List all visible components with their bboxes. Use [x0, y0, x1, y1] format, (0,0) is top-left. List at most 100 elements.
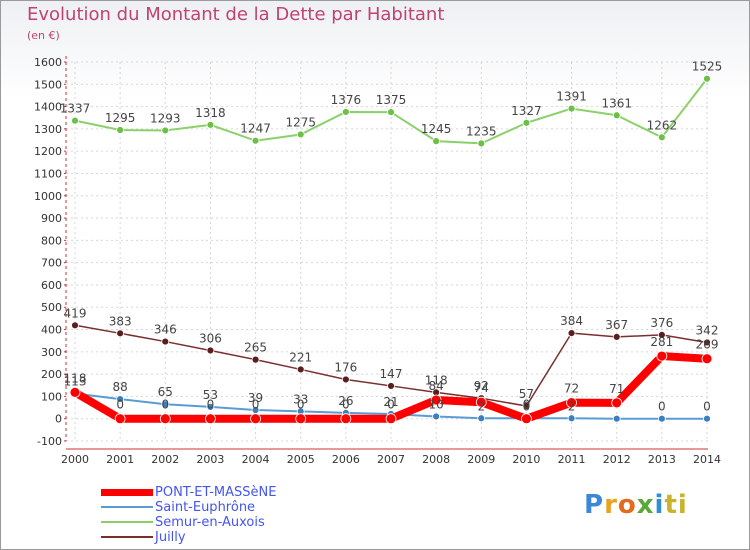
- data-label: 1262: [647, 118, 678, 132]
- data-label: 88: [113, 380, 128, 394]
- data-label: 2: [568, 399, 576, 413]
- x-tick-label: 2005: [287, 453, 315, 466]
- y-tick-label: 1300: [34, 123, 62, 136]
- data-point-saint-euphrone: [612, 414, 621, 423]
- data-label: 1327: [511, 104, 542, 118]
- data-label: 176: [334, 360, 357, 374]
- data-label: 71: [609, 382, 624, 396]
- data-point-juilly: [251, 355, 260, 364]
- data-point-semur-en-auxois: [71, 116, 79, 125]
- data-point-saint-euphrone: [206, 402, 215, 411]
- data-point-juilly: [341, 375, 350, 384]
- data-label: 383: [109, 314, 132, 328]
- data-label: 367: [605, 318, 628, 332]
- proxiti-logo: Proxiti: [584, 490, 688, 520]
- data-point-semur-en-auxois: [161, 126, 170, 135]
- legend-swatch: [101, 521, 153, 523]
- data-point-pont-et-massene: [611, 397, 623, 409]
- data-point-juilly: [657, 330, 666, 339]
- data-point-pont-et-massene: [656, 350, 668, 362]
- data-point-semur-en-auxois: [432, 137, 441, 146]
- data-label: 92: [474, 379, 489, 393]
- y-tick-label: 400: [41, 324, 62, 337]
- data-point-semur-en-auxois: [296, 130, 305, 139]
- data-point-saint-euphrone: [432, 412, 441, 421]
- x-tick-label: 2004: [242, 453, 270, 466]
- x-tick-label: 2012: [603, 453, 631, 466]
- logo-letter: o: [617, 490, 637, 520]
- data-label: 1295: [105, 111, 136, 125]
- data-label: 1375: [376, 93, 407, 107]
- data-point-semur-en-auxois: [522, 118, 531, 127]
- data-label: 1376: [331, 93, 362, 107]
- data-point-saint-euphrone: [657, 414, 666, 423]
- y-tick-label: 900: [41, 212, 62, 225]
- data-point-juilly: [161, 337, 170, 346]
- data-point-pont-et-massene: [159, 413, 171, 425]
- data-point-semur-en-auxois: [612, 111, 621, 120]
- data-point-saint-euphrone: [161, 400, 170, 409]
- legend-label: PONT-ET-MASSèNE: [155, 485, 277, 500]
- x-tick-label: 2000: [61, 453, 89, 466]
- y-tick-label: 200: [41, 368, 62, 381]
- y-tick-label: 1100: [34, 167, 62, 180]
- data-point-semur-en-auxois: [703, 74, 711, 83]
- data-label: 1293: [150, 111, 181, 125]
- data-point-pont-et-massene: [701, 353, 713, 365]
- data-label: 0: [342, 398, 350, 412]
- data-point-pont-et-massene: [385, 413, 397, 425]
- data-label: 118: [425, 373, 448, 387]
- x-tick-label: 2006: [332, 453, 360, 466]
- data-label: 281: [650, 335, 673, 349]
- data-label: 384: [560, 314, 583, 328]
- logo-letter: x: [636, 490, 655, 520]
- data-point-pont-et-massene: [250, 413, 261, 425]
- data-label: 1318: [195, 106, 226, 120]
- data-point-juilly: [703, 338, 711, 347]
- data-label: 21: [383, 395, 398, 409]
- data-point-semur-en-auxois: [477, 139, 486, 148]
- data-label: 265: [244, 341, 267, 355]
- x-tick-label: 2008: [422, 453, 450, 466]
- y-tick-label: 1200: [34, 145, 62, 158]
- legend-label: Semur-en-Auxois: [155, 515, 265, 530]
- legend-label: Saint-Euphrône: [155, 500, 256, 515]
- data-label: 1245: [421, 122, 452, 136]
- x-tick-label: 2010: [512, 453, 540, 466]
- data-label: 342: [696, 323, 719, 337]
- logo-letter: i: [654, 490, 665, 520]
- data-label: 346: [154, 323, 177, 337]
- y-tick-label: 700: [41, 257, 62, 270]
- data-label: 1391: [556, 90, 587, 104]
- data-label: 113: [64, 375, 87, 389]
- data-point-pont-et-massene: [340, 413, 352, 425]
- data-label: 0: [161, 398, 169, 412]
- data-point-semur-en-auxois: [567, 104, 576, 113]
- data-label: 1361: [601, 96, 632, 110]
- data-point-pont-et-massene: [430, 394, 442, 406]
- data-point-pont-et-massene: [205, 413, 216, 425]
- data-label: 1525: [692, 60, 723, 74]
- data-label: 2: [477, 399, 485, 413]
- data-label: 306: [199, 331, 222, 345]
- legend-label: Juilly: [155, 530, 186, 545]
- data-label: 26: [338, 394, 353, 408]
- data-label: 39: [248, 391, 263, 405]
- data-point-juilly: [206, 346, 215, 355]
- data-point-semur-en-auxois: [657, 133, 666, 142]
- legend-swatch: [101, 489, 153, 496]
- chart-title: Evolution du Montant de la Dette par Hab…: [27, 4, 445, 25]
- y-tick-label: 500: [41, 301, 62, 314]
- data-point-semur-en-auxois: [251, 136, 260, 145]
- data-point-juilly: [71, 321, 79, 330]
- data-point-semur-en-auxois: [116, 126, 125, 134]
- data-label: 118: [64, 371, 87, 385]
- y-tick-label: 600: [41, 279, 62, 292]
- data-point-juilly: [522, 402, 531, 410]
- data-point-pont-et-massene: [566, 397, 577, 409]
- data-label: 0: [703, 400, 711, 414]
- data-label: 419: [64, 306, 87, 320]
- logo-letter: ti: [664, 490, 688, 520]
- data-label: 147: [380, 367, 403, 381]
